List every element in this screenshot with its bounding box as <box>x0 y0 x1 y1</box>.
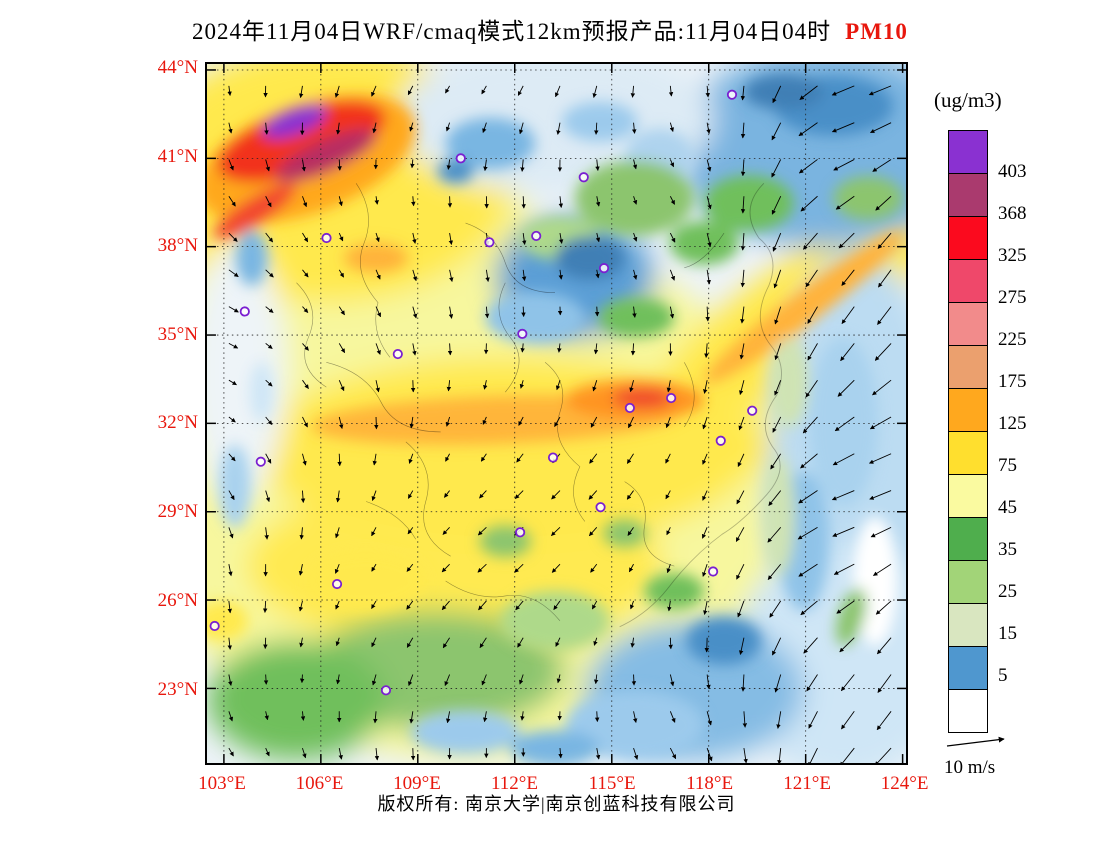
colorbar <box>948 130 988 733</box>
title-pollutant: PM10 <box>845 19 908 44</box>
station-marker <box>455 153 466 164</box>
page-title: 2024年11月04日WRF/cmaq模式12km预报产品:11月04日04时 P… <box>0 12 1100 46</box>
colorbar-level-label: 25 <box>998 581 1017 602</box>
station-marker <box>517 328 528 339</box>
boundary-lines-layer <box>296 183 782 628</box>
wind-scale-arrow-icon <box>946 736 1005 747</box>
colorbar-level-label: 225 <box>998 329 1027 350</box>
colorbar-cell <box>949 389 987 432</box>
lat-tick-label: 38°N <box>157 234 198 256</box>
station-markers-layer <box>209 89 758 696</box>
lon-tick-label: 109°E <box>393 773 441 794</box>
station-marker <box>726 89 738 100</box>
grid-lines-layer <box>207 64 906 763</box>
colorbar-cell <box>949 561 987 604</box>
colorbar-level-label: 5 <box>998 665 1008 686</box>
station-marker <box>747 405 758 416</box>
lat-tick-label: 23°N <box>157 679 198 700</box>
colorbar-cell <box>949 217 987 260</box>
wind-scale-legend: 10 m/s <box>944 734 1014 779</box>
station-marker <box>666 393 677 404</box>
station-marker <box>547 452 559 463</box>
forecast-map <box>205 62 908 765</box>
colorbar-cell <box>949 303 987 346</box>
lat-tick-label: 26°N <box>157 590 198 612</box>
lat-tick-label: 41°N <box>157 145 198 167</box>
colorbar-level-label: 45 <box>998 497 1017 518</box>
colorbar-level-label: 125 <box>998 413 1027 434</box>
lat-tick-label: 35°N <box>157 323 198 345</box>
colorbar-units-label: (ug/m3) <box>934 88 1002 112</box>
station-marker <box>331 578 343 590</box>
station-marker <box>392 348 403 360</box>
station-marker <box>209 620 220 632</box>
lon-tick-label: 124°E <box>880 773 929 794</box>
colorbar-cell <box>949 475 987 518</box>
lat-tick-label: 32°N <box>157 412 198 434</box>
station-marker <box>598 263 610 274</box>
colorbar-cell <box>949 174 987 217</box>
station-marker <box>624 402 635 414</box>
lon-tick-label: 121°E <box>783 773 831 794</box>
colorbar-level-label: 325 <box>998 245 1027 266</box>
lat-tick-label: 29°N <box>157 501 198 523</box>
station-marker <box>531 230 542 241</box>
lon-tick-label: 115°E <box>588 773 636 794</box>
colorbar-cell <box>949 260 987 303</box>
title-main: 2024年11月04日WRF/cmaq模式12km预报产品:11月04日04时 <box>192 19 832 44</box>
colorbar-level-label: 275 <box>998 287 1027 308</box>
station-marker <box>515 527 526 538</box>
station-marker <box>578 172 589 183</box>
colorbar-level-label: 403 <box>998 161 1027 182</box>
axis-ticks-layer <box>207 64 906 763</box>
colorbar-level-label: 15 <box>998 623 1017 644</box>
copyright-text: 版权所有: 南京大学|南京创蓝科技有限公司 <box>377 794 736 814</box>
colorbar-level-label: 175 <box>998 371 1027 392</box>
station-marker <box>321 232 332 244</box>
lon-tick-label: 103°E <box>198 773 246 794</box>
station-marker <box>255 456 266 467</box>
lon-tick-label: 106°E <box>295 773 344 794</box>
station-marker <box>484 237 495 248</box>
colorbar-cell <box>949 432 987 475</box>
colorbar-cell <box>949 346 987 389</box>
colorbar-level-label: 35 <box>998 539 1017 560</box>
colorbar-cell <box>949 690 987 732</box>
colorbar-cell <box>949 518 987 561</box>
station-marker <box>380 685 392 696</box>
wind-scale-label: 10 m/s <box>944 757 996 778</box>
station-marker <box>715 435 726 446</box>
colorbar-cell <box>949 131 987 174</box>
lon-tick-label: 112°E <box>491 773 538 794</box>
colorbar-level-label: 75 <box>998 455 1017 476</box>
station-marker <box>595 502 606 513</box>
station-marker <box>239 306 250 317</box>
colorbar-level-label: 368 <box>998 203 1027 224</box>
wind-arrows-layer <box>227 85 892 763</box>
colorbar-cell <box>949 647 987 690</box>
station-marker <box>708 566 719 577</box>
lon-tick-label: 118°E <box>686 773 734 794</box>
colorbar-cell <box>949 604 987 647</box>
forecast-map-canvas <box>207 64 906 763</box>
lat-tick-label: 44°N <box>157 57 198 78</box>
